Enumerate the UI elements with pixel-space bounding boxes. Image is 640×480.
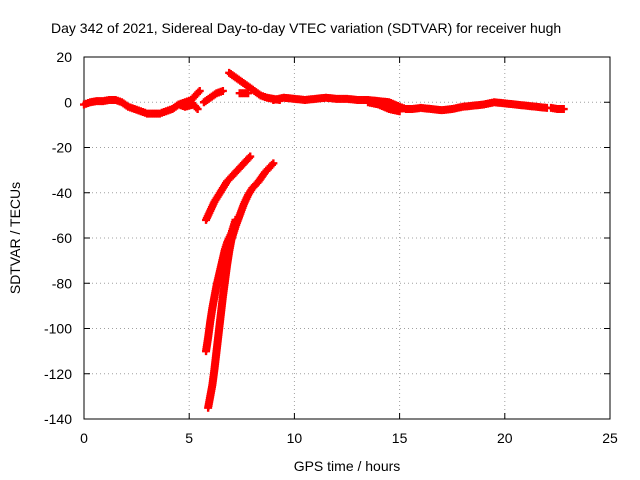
x-tick-label: 10 [287,430,303,446]
data-layer [80,68,568,412]
series-baseline-2 [174,100,202,114]
series-arc-3 [204,159,278,412]
series-baseline-7 [364,98,404,116]
data-point [395,107,404,116]
x-axis-label: GPS time / hours [294,458,401,474]
tick-layer: 0 5 10 15 20 25 -140 -120 -100 -80 -60 -40 -20 0 20 [44,49,618,446]
data-point [244,89,253,98]
chart-title: Day 342 of 2021, Sidereal Day-to-day VTE… [51,20,561,36]
x-tick-label: 0 [80,430,88,446]
y-tick-label: 0 [64,94,72,110]
series-baseline-1 [80,86,204,118]
x-tick-label: 20 [497,430,513,446]
x-tick-label: 15 [392,430,408,446]
data-point [174,100,183,109]
x-tick-label: 5 [185,430,193,446]
data-point [218,86,227,95]
data-point [269,159,278,168]
x-tick-label: 25 [602,430,618,446]
y-tick-label: -40 [52,185,72,201]
y-tick-label: -80 [52,275,72,291]
data-point [195,86,204,95]
data-point [246,152,255,161]
series-baseline-3 [199,86,227,107]
y-tick-label: -120 [44,366,72,382]
series-baseline-6 [269,93,551,115]
data-point [559,105,568,114]
y-tick-label: 20 [56,49,72,65]
series-baseline-8 [547,103,568,114]
grid-layer [84,57,610,419]
y-axis-label: SDTVAR / TECUs [7,182,23,294]
y-tick-label: -100 [44,321,72,337]
y-tick-label: -60 [52,230,72,246]
series-baseline-5 [235,89,253,98]
data-point [244,153,253,162]
y-tick-label: -20 [52,140,72,156]
y-tick-label: -140 [44,411,72,427]
series-arc-1 [202,152,255,224]
